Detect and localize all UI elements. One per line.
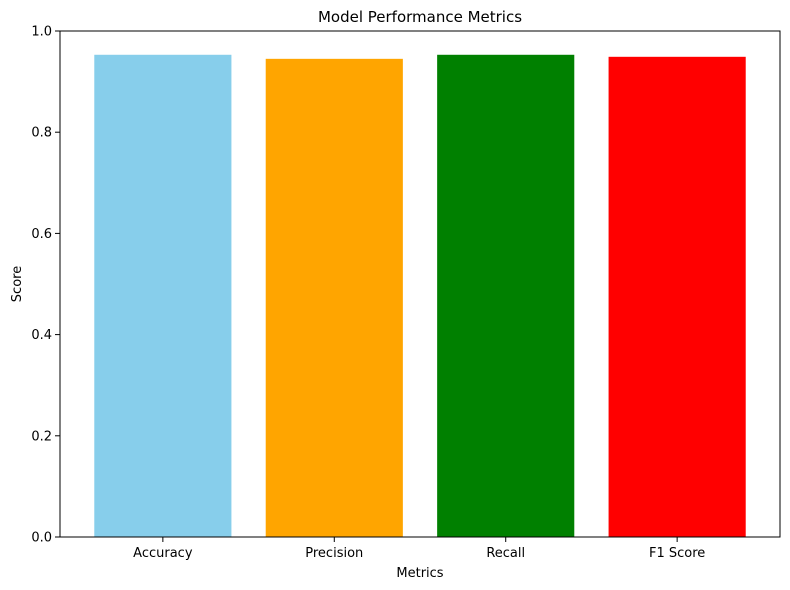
x-tick-label: Recall [486, 546, 525, 561]
x-tick-label: Accuracy [133, 546, 193, 561]
bar-group [94, 55, 745, 537]
x-axis-label: Metrics [396, 566, 443, 581]
y-tick-label: 1.0 [31, 25, 52, 40]
x-tick-label: Precision [305, 546, 363, 561]
chart-title: Model Performance Metrics [318, 8, 522, 26]
bar-recall [437, 55, 574, 537]
y-axis-label: Score [10, 266, 25, 302]
y-tick-label: 0.4 [31, 328, 52, 343]
bar-f1-score [609, 57, 746, 537]
y-tick-label: 0.6 [31, 227, 52, 242]
x-axis-ticks: Accuracy Precision Recall F1 Score [133, 537, 705, 561]
bar-precision [266, 59, 403, 537]
y-tick-label: 0.8 [31, 126, 52, 141]
y-axis-ticks: 0.0 0.2 0.4 0.6 0.8 1.0 [31, 25, 60, 546]
y-tick-label: 0.0 [31, 531, 52, 546]
x-tick-label: F1 Score [649, 546, 705, 561]
y-tick-label: 0.2 [31, 429, 52, 444]
bar-accuracy [94, 55, 231, 537]
